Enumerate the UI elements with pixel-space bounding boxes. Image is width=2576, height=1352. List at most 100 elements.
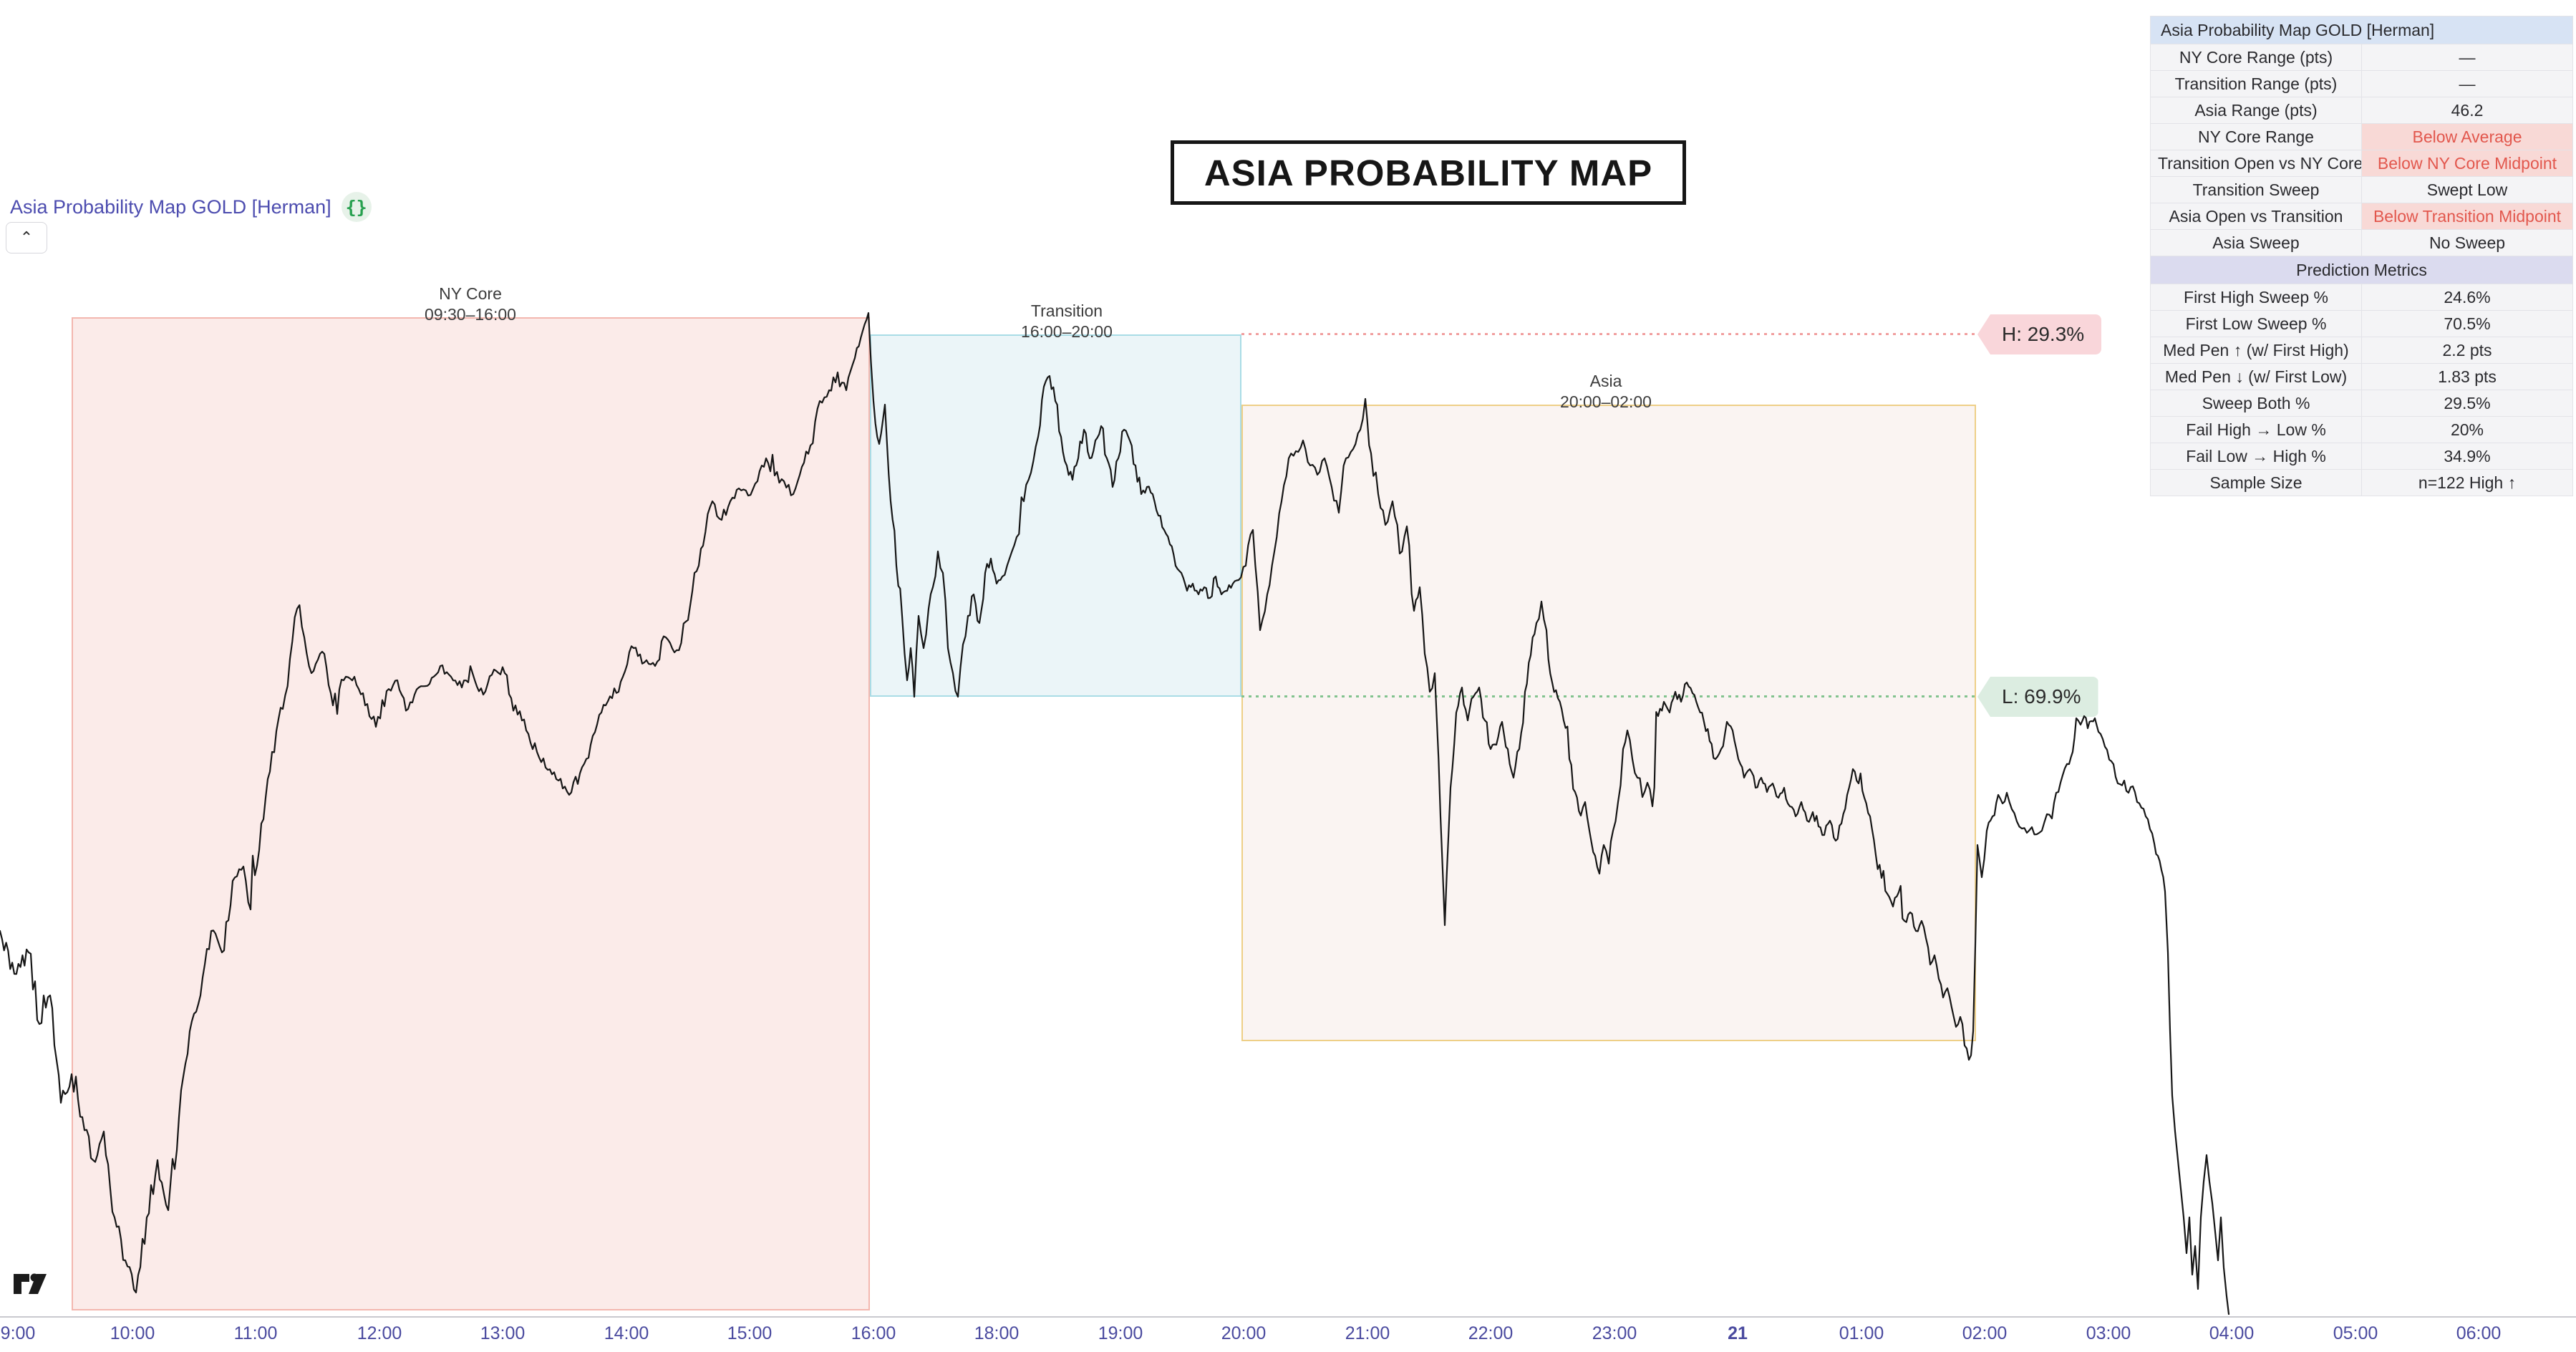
row-value: — [2361, 44, 2573, 71]
table-row: First Low Sweep % 70.5% [2150, 310, 2573, 337]
axis-tick: 20:00 [1221, 1323, 1267, 1343]
row-label: Fail High → Low % [2150, 416, 2362, 443]
axis-tick: 13:00 [480, 1323, 526, 1343]
row-label: Asia Open vs Transition [2150, 203, 2362, 230]
indicator-stats-table: Asia Probability Map GOLD [Herman] NY Cor… [2150, 16, 2573, 496]
high-probability-tag: H: 29.3% [1977, 314, 2102, 354]
axis-tick: 03:00 [2086, 1323, 2131, 1343]
row-value: 29.5% [2361, 390, 2573, 417]
session-time: 16:00–20:00 [1021, 322, 1113, 341]
row-value: Below Transition Midpoint [2361, 203, 2573, 230]
row-value: 2.2 pts [2361, 337, 2573, 364]
row-value: Swept Low [2361, 176, 2573, 203]
low-probability-dotted-line [1241, 695, 1980, 697]
axis-tick: 22:00 [1468, 1323, 1514, 1343]
row-value: 34.9% [2361, 443, 2573, 470]
row-label: First Low Sweep % [2150, 310, 2362, 337]
asia-session-label: Asia 20:00–02:00 [1560, 371, 1652, 412]
ny-core-session-label: NY Core 09:30–16:00 [425, 284, 516, 325]
axis-tick: 02:00 [1962, 1323, 2008, 1343]
banner-title-text: ASIA PROBABILITY MAP [1204, 152, 1653, 193]
indicator-legend[interactable]: Asia Probability Map GOLD [Herman] {} [10, 192, 372, 222]
axis-tick: 23:00 [1592, 1323, 1637, 1343]
table-row: Asia Sweep No Sweep [2150, 229, 2573, 256]
asia-session-zone [1241, 405, 1976, 1041]
collapse-legend-button[interactable]: ⌃ [6, 222, 47, 254]
axis-tick: 21 [1728, 1323, 1748, 1343]
row-value: Below Average [2361, 123, 2573, 150]
session-name: NY Core [439, 284, 502, 303]
axis-tick: 16:00 [851, 1323, 896, 1343]
table-row: Fail High → Low % 20% [2150, 416, 2573, 443]
low-probability-tag: L: 69.9% [1977, 677, 2098, 717]
axis-tick: 15:00 [727, 1323, 773, 1343]
row-label: Fail Low → High % [2150, 443, 2362, 470]
row-label: Asia Sweep [2150, 229, 2362, 256]
axis-tick: 21:00 [1345, 1323, 1390, 1343]
axis-tick: 01:00 [1839, 1323, 1884, 1343]
axis-tick: 06:00 [2456, 1323, 2502, 1343]
chevron-up-icon: ⌃ [19, 228, 34, 246]
table-row: Med Pen ↑ (w/ First High) 2.2 pts [2150, 337, 2573, 364]
source-code-icon[interactable]: {} [341, 192, 372, 222]
row-value: n=122 High ↑ [2361, 469, 2573, 496]
row-label: Med Pen ↓ (w/ First Low) [2150, 363, 2362, 390]
table-row: Sample Size n=122 High ↑ [2150, 469, 2573, 496]
table-row: NY Core Range (pts) — [2150, 44, 2573, 71]
banner-title-box: ASIA PROBABILITY MAP [1171, 140, 1686, 205]
row-value: 24.6% [2361, 284, 2573, 311]
axis-tick: 05:00 [2333, 1323, 2378, 1343]
row-value: — [2361, 70, 2573, 97]
tradingview-logo[interactable] [13, 1269, 53, 1299]
row-label: Prediction Metrics [2150, 256, 2573, 284]
row-label: Transition Range (pts) [2150, 70, 2362, 97]
axis-tick: 14:00 [604, 1323, 649, 1343]
table-row: NY Core Range Below Average [2150, 123, 2573, 150]
row-label: First High Sweep % [2150, 284, 2362, 311]
table-row: Fail Low → High % 34.9% [2150, 443, 2573, 470]
table-title-row: Asia Probability Map GOLD [Herman] [2150, 16, 2573, 44]
table-row: First High Sweep % 24.6% [2150, 284, 2573, 311]
axis-tick: 9:00 [0, 1323, 36, 1343]
table-row: Transition Sweep Swept Low [2150, 176, 2573, 203]
session-time: 09:30–16:00 [425, 305, 516, 324]
time-axis[interactable]: 9:00 10:00 11:00 12:00 13:00 14:00 15:00 16:00 1… [0, 1323, 2576, 1352]
axis-tick: 18:00 [974, 1323, 1020, 1343]
table-row: Asia Range (pts) 46.2 [2150, 97, 2573, 124]
table-row: Transition Range (pts) — [2150, 70, 2573, 97]
row-value: No Sweep [2361, 229, 2573, 256]
row-label: Asia Probability Map GOLD [Herman] [2150, 16, 2573, 44]
axis-tick: 19:00 [1098, 1323, 1143, 1343]
indicator-title[interactable]: Asia Probability Map GOLD [Herman] [10, 195, 331, 218]
session-time: 20:00–02:00 [1560, 392, 1652, 411]
ny-core-session-zone [72, 317, 870, 1310]
axis-tick: 04:00 [2209, 1323, 2255, 1343]
row-label: Sample Size [2150, 469, 2362, 496]
row-label: NY Core Range [2150, 123, 2362, 150]
table-row: Transition Open vs NY Core Below NY Core … [2150, 150, 2573, 177]
table-row: Sweep Both % 29.5% [2150, 390, 2573, 417]
table-row: Asia Open vs Transition Below Transition … [2150, 203, 2573, 230]
high-probability-dotted-line [1241, 333, 1980, 335]
transition-session-zone [870, 334, 1241, 697]
axis-tick: 11:00 [233, 1323, 278, 1343]
axis-tick: 12:00 [357, 1323, 402, 1343]
price-line [0, 312, 2230, 1315]
row-label: Med Pen ↑ (w/ First High) [2150, 337, 2362, 364]
row-value: Below NY Core Midpoint [2361, 150, 2573, 177]
axis-tick: 10:00 [110, 1323, 155, 1343]
row-value: 20% [2361, 416, 2573, 443]
row-label: Transition Sweep [2150, 176, 2362, 203]
row-value: 46.2 [2361, 97, 2573, 124]
row-value: 70.5% [2361, 310, 2573, 337]
session-name: Asia [1589, 372, 1622, 390]
row-label: NY Core Range (pts) [2150, 44, 2362, 71]
session-name: Transition [1030, 301, 1103, 320]
transition-session-label: Transition 16:00–20:00 [1021, 301, 1113, 342]
row-label: Asia Range (pts) [2150, 97, 2362, 124]
row-value: 1.83 pts [2361, 363, 2573, 390]
row-label: Transition Open vs NY Core [2150, 150, 2362, 177]
table-section-row: Prediction Metrics [2150, 256, 2573, 284]
